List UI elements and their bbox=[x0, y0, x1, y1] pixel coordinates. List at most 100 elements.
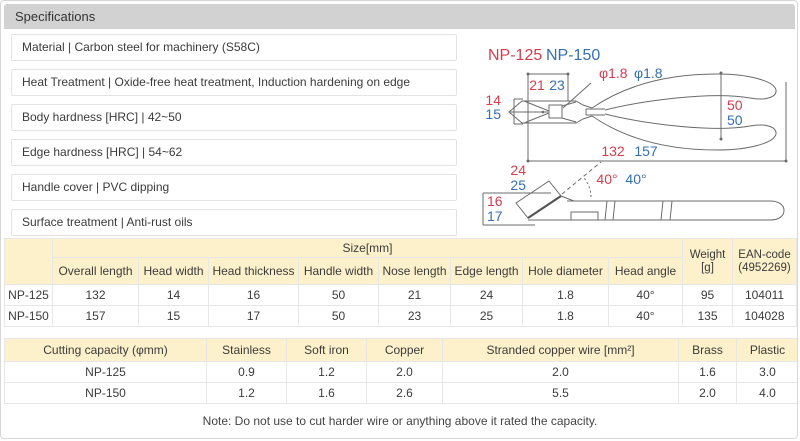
capacity-col-header: Plastic bbox=[736, 338, 797, 362]
wire-hole bbox=[548, 104, 563, 119]
size-table-corner-cell bbox=[4, 238, 53, 285]
size-cell: 50 bbox=[298, 305, 379, 327]
model-cell: NP-150 bbox=[4, 305, 53, 327]
spec-row-heat-treatment: Heat Treatment | Oxide-free heat treatme… bbox=[11, 69, 457, 96]
overall-length-dimension: 132 157 bbox=[526, 82, 788, 163]
capacity-col-header: Stainless bbox=[206, 338, 287, 362]
capacity-cell: 1.6 bbox=[286, 382, 367, 404]
spec-list: Material | Carbon steel for machinery (S… bbox=[11, 34, 457, 244]
capacity-col-header: Copper bbox=[366, 338, 443, 362]
handle-width-label-red: 50 bbox=[727, 97, 743, 113]
size-row-np150: NP-150 157 15 17 50 23 25 1.8 40° 135 10… bbox=[4, 305, 797, 327]
capacity-cell: 3.0 bbox=[736, 361, 797, 383]
product-diagram: NP-125 NP-150 21 23 bbox=[479, 38, 797, 238]
top-view bbox=[508, 73, 777, 151]
capacity-row-np125: NP-125 0.9 1.2 2.0 2.0 1.6 3.0 bbox=[4, 361, 797, 383]
size-cell: 157 bbox=[52, 305, 139, 327]
nose-length-dimension: 21 23 bbox=[526, 72, 570, 161]
hole-diameter-dimension: φ1.8 φ1.8 bbox=[562, 65, 663, 109]
size-cell: 50 bbox=[298, 284, 379, 306]
capacity-col-header: Stranded copper wire [mm²] bbox=[442, 338, 679, 362]
overall-length-label-red: 132 bbox=[601, 143, 625, 159]
side-view bbox=[515, 161, 785, 221]
nose-length-label-blue: 23 bbox=[549, 77, 565, 93]
ean-cell: 104011 bbox=[732, 284, 797, 306]
head-width-dimension: 14 15 bbox=[485, 92, 523, 125]
size-col-header: Hole diameter bbox=[522, 257, 609, 285]
size-group-header: Size[mm] bbox=[51, 238, 684, 258]
size-cell: 40° bbox=[607, 284, 684, 306]
page-title: Specifications bbox=[15, 9, 96, 24]
ean-col-header: EAN-code (4952269) bbox=[732, 238, 797, 285]
weight-cell: 135 bbox=[682, 305, 734, 327]
size-col-header: Overall length bbox=[52, 257, 139, 285]
ean-cell: 104028 bbox=[732, 305, 797, 327]
capacity-cell: 5.5 bbox=[442, 382, 679, 404]
spec-row-edge-hardness: Edge hardness [HRC] | 54~62 bbox=[11, 139, 457, 166]
size-cell: 1.8 bbox=[522, 305, 609, 327]
head-angle-label-blue: 40° bbox=[625, 171, 646, 187]
capacity-cell: 2.6 bbox=[366, 382, 443, 404]
handle-width-label-blue: 50 bbox=[727, 112, 743, 128]
lower-handle bbox=[591, 113, 777, 151]
size-col-header: Handle width bbox=[298, 257, 379, 285]
spec-row-body-hardness: Body hardness [HRC] | 42~50 bbox=[11, 104, 457, 131]
size-col-header: Head width bbox=[138, 257, 209, 285]
model-cell: NP-150 bbox=[4, 382, 207, 404]
edge-length-dimension: 24 25 bbox=[483, 162, 551, 194]
weight-col-header: Weight [g] bbox=[682, 238, 734, 285]
size-col-header: Nose length bbox=[378, 257, 451, 285]
capacity-cell: 1.2 bbox=[286, 361, 367, 383]
overall-length-label-blue: 157 bbox=[634, 143, 658, 159]
size-cell: 1.8 bbox=[522, 284, 609, 306]
cutting-capacity-table: Cutting capacity (φmm) Stainless Soft ir… bbox=[4, 338, 797, 404]
hole-diameter-label-blue: φ1.8 bbox=[634, 65, 663, 81]
capacity-cell: 1.6 bbox=[678, 361, 737, 383]
edge-length-label-red: 24 bbox=[510, 162, 526, 178]
capacity-col-header: Soft iron bbox=[286, 338, 367, 362]
size-col-header: Head thickness bbox=[208, 257, 299, 285]
capacity-col-header: Cutting capacity (φmm) bbox=[4, 338, 207, 362]
head-width-label-red: 14 bbox=[485, 92, 501, 108]
size-cell: 23 bbox=[378, 305, 451, 327]
note-text: Note: Do not use to cut harder wire or a… bbox=[202, 414, 598, 428]
size-cell: 21 bbox=[378, 284, 451, 306]
head-height-label-red: 16 bbox=[487, 193, 503, 209]
size-cell: 132 bbox=[52, 284, 139, 306]
head-height-dimension: 16 17 bbox=[482, 193, 535, 226]
capacity-cell: 0.9 bbox=[206, 361, 287, 383]
model-cell: NP-125 bbox=[4, 361, 207, 383]
pliers-dimension-drawing: NP-125 NP-150 21 23 bbox=[482, 47, 788, 226]
capacity-cell: 2.0 bbox=[442, 361, 679, 383]
model-label-np150: NP-150 bbox=[546, 47, 600, 64]
capacity-cell: 2.0 bbox=[678, 382, 737, 404]
model-label-np125: NP-125 bbox=[488, 47, 542, 64]
edge-length-label-blue: 25 bbox=[510, 177, 526, 193]
size-row-np125: NP-125 132 14 16 50 21 24 1.8 40° 95 104… bbox=[4, 284, 797, 306]
size-cell: 14 bbox=[138, 284, 209, 306]
capacity-cell: 4.0 bbox=[736, 382, 797, 404]
nose-length-label-red: 21 bbox=[529, 77, 545, 93]
size-col-header: Edge length bbox=[450, 257, 523, 285]
upper-handle bbox=[591, 73, 777, 111]
size-cell: 40° bbox=[607, 305, 684, 327]
spec-row-handle-cover: Handle cover | PVC dipping bbox=[11, 174, 457, 201]
head-angle-label-red: 40° bbox=[596, 171, 617, 187]
head-height-label-blue: 17 bbox=[487, 208, 503, 224]
size-cell: 17 bbox=[208, 305, 299, 327]
size-cell: 16 bbox=[208, 284, 299, 306]
title-bar: Specifications bbox=[4, 4, 795, 29]
size-cell: 25 bbox=[450, 305, 523, 327]
head-angle-arc bbox=[583, 177, 592, 198]
head-width-label-blue: 15 bbox=[485, 106, 501, 122]
size-col-header: Head angle bbox=[607, 257, 684, 285]
size-table: Size[mm] Weight [g] EAN-code (4952269) O… bbox=[4, 238, 797, 327]
model-cell: NP-125 bbox=[4, 284, 53, 306]
capacity-row-np150: NP-150 1.2 1.6 2.6 5.5 2.0 4.0 bbox=[4, 382, 797, 404]
weight-cell: 95 bbox=[682, 284, 734, 306]
spec-row-surface-treatment: Surface treatment | Anti-rust oils bbox=[11, 209, 457, 236]
capacity-cell: 2.0 bbox=[366, 361, 443, 383]
spec-row-material: Material | Carbon steel for machinery (S… bbox=[11, 34, 457, 61]
capacity-cell: 1.2 bbox=[206, 382, 287, 404]
